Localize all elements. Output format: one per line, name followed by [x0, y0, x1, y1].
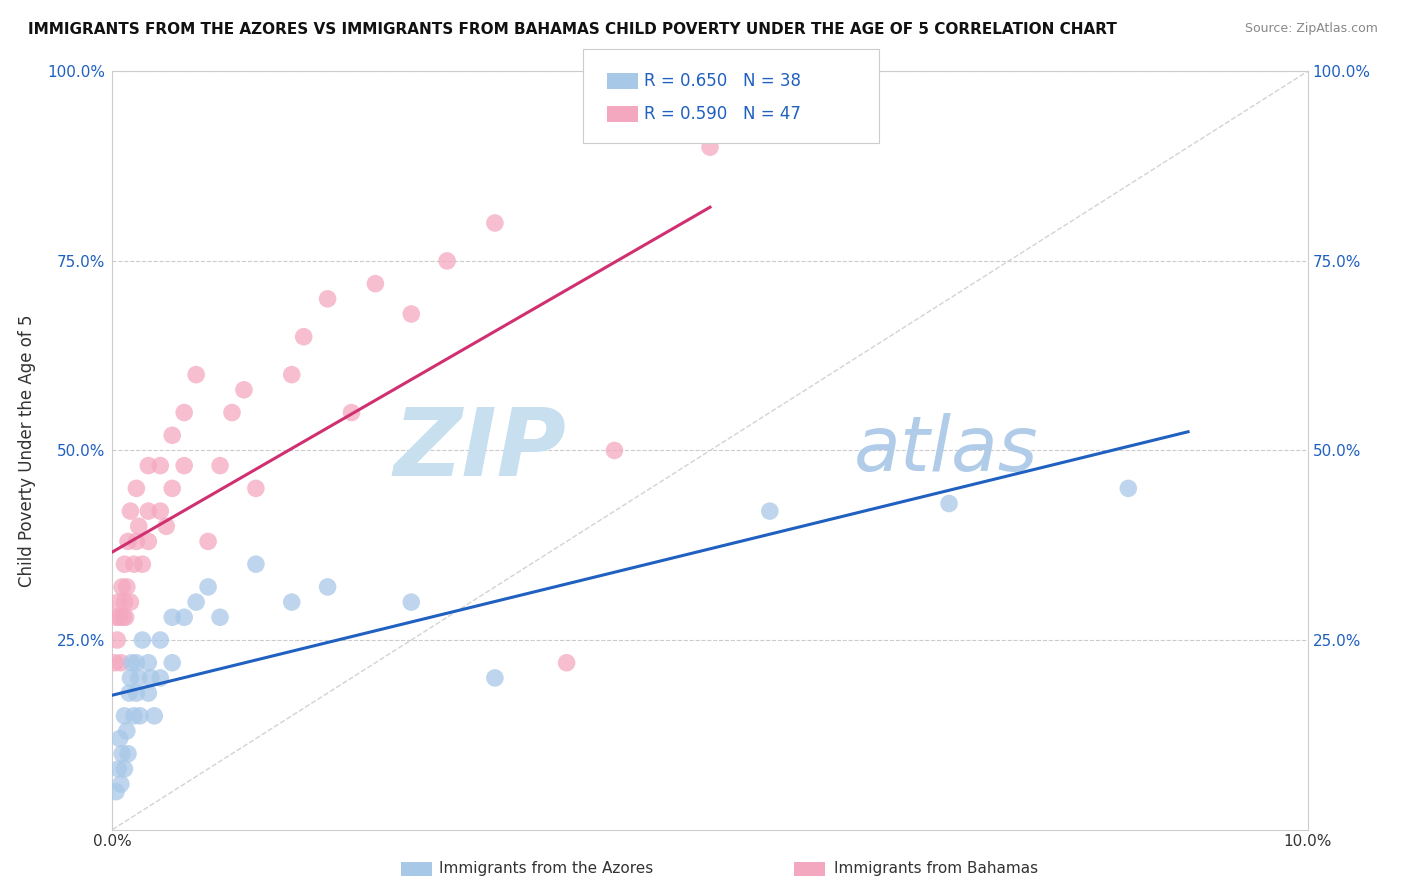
Text: Source: ZipAtlas.com: Source: ZipAtlas.com: [1244, 22, 1378, 36]
Point: [143, 708, 166, 723]
Text: ZIP: ZIP: [394, 404, 567, 497]
Point: [484, 671, 506, 685]
Point: [555, 656, 578, 670]
Point: [114, 610, 136, 624]
Point: [173, 610, 195, 624]
Point: [155, 519, 177, 533]
Point: [112, 610, 135, 624]
Point: [484, 216, 506, 230]
Point: [131, 633, 153, 648]
Point: [938, 496, 960, 510]
Point: [110, 777, 132, 791]
Point: [125, 686, 148, 700]
Point: [149, 671, 172, 685]
Point: [245, 482, 267, 496]
Point: [138, 656, 160, 670]
Y-axis label: Child Poverty Under the Age of 5: Child Poverty Under the Age of 5: [18, 314, 37, 587]
Point: [138, 534, 160, 549]
Point: [122, 557, 145, 572]
Point: [316, 292, 339, 306]
Point: [128, 671, 150, 685]
Point: [173, 405, 195, 420]
Text: R = 0.590   N = 47: R = 0.590 N = 47: [644, 105, 801, 123]
Point: [197, 534, 219, 549]
Point: [121, 656, 143, 670]
Point: [110, 656, 132, 670]
Text: Immigrants from Bahamas: Immigrants from Bahamas: [834, 862, 1038, 876]
Point: [281, 595, 304, 609]
Point: [105, 633, 128, 648]
Point: [111, 580, 134, 594]
Point: [138, 458, 160, 473]
Point: [162, 610, 183, 624]
Point: [105, 610, 128, 624]
Point: [108, 731, 131, 746]
Point: [129, 708, 152, 723]
Point: [316, 580, 339, 594]
Point: [149, 504, 172, 518]
Point: [221, 405, 243, 420]
Point: [115, 580, 138, 594]
Text: R = 0.650   N = 38: R = 0.650 N = 38: [644, 72, 801, 90]
Point: [107, 595, 129, 609]
Text: Immigrants from the Azores: Immigrants from the Azores: [439, 862, 652, 876]
Point: [209, 610, 232, 624]
Point: [120, 595, 142, 609]
Point: [138, 686, 160, 700]
Point: [233, 383, 256, 397]
Point: [111, 747, 134, 761]
Point: [401, 307, 423, 321]
Point: [1118, 482, 1140, 496]
Point: [186, 368, 208, 382]
Point: [149, 458, 172, 473]
Point: [114, 762, 135, 776]
Point: [209, 458, 232, 473]
Point: [759, 504, 782, 518]
Point: [125, 534, 148, 549]
Point: [401, 595, 423, 609]
Point: [138, 504, 160, 518]
Point: [364, 277, 387, 291]
Point: [120, 504, 142, 518]
Point: [125, 656, 148, 670]
Point: [117, 747, 139, 761]
Point: [281, 368, 304, 382]
Point: [120, 671, 142, 685]
Point: [436, 253, 458, 268]
Point: [115, 724, 138, 739]
Point: [173, 458, 195, 473]
Point: [108, 610, 131, 624]
Point: [197, 580, 219, 594]
Point: [162, 428, 183, 442]
Point: [149, 633, 172, 648]
Point: [186, 595, 208, 609]
Text: IMMIGRANTS FROM THE AZORES VS IMMIGRANTS FROM BAHAMAS CHILD POVERTY UNDER THE AG: IMMIGRANTS FROM THE AZORES VS IMMIGRANTS…: [28, 22, 1116, 37]
Point: [131, 557, 153, 572]
Point: [162, 656, 183, 670]
Text: atlas: atlas: [853, 414, 1038, 487]
Point: [292, 330, 315, 344]
Point: [117, 534, 139, 549]
Point: [699, 140, 721, 154]
Point: [122, 708, 145, 723]
Point: [128, 519, 150, 533]
Point: [139, 671, 162, 685]
Point: [114, 557, 135, 572]
Point: [107, 762, 129, 776]
Point: [105, 785, 128, 799]
Point: [245, 557, 267, 572]
Point: [114, 708, 135, 723]
Point: [114, 595, 135, 609]
Point: [340, 405, 363, 420]
Point: [125, 482, 148, 496]
Point: [162, 482, 183, 496]
Point: [118, 686, 141, 700]
Point: [603, 443, 626, 458]
Point: [104, 656, 127, 670]
